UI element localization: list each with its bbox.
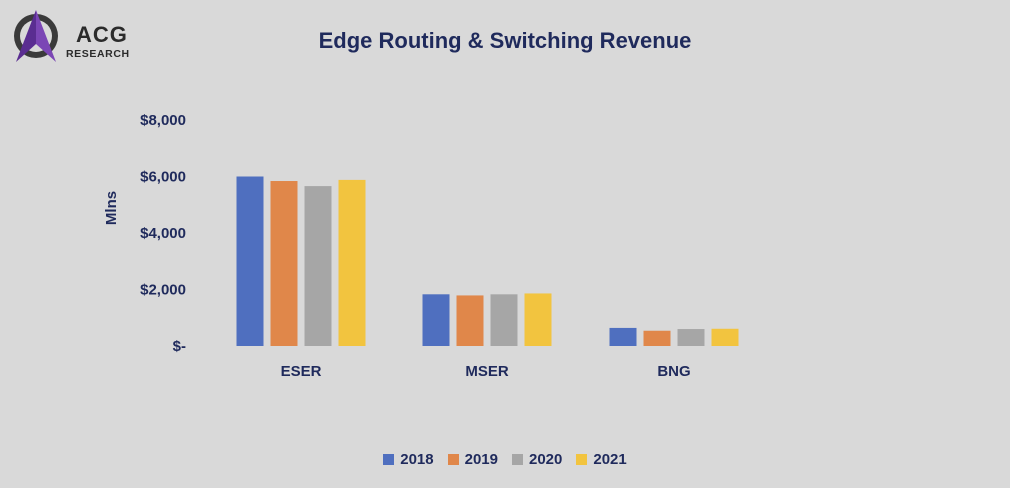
bar-mser-2018 (422, 294, 450, 346)
y-tick-label: $8,000 (140, 112, 186, 129)
legend-label: 2020 (529, 451, 563, 468)
bar-bng-2020 (677, 329, 705, 346)
x-category-label: ESER (281, 363, 322, 380)
logo-mark-icon (14, 10, 58, 62)
y-axis-ticks: $- $2,000 $4,000 $6,000 $8,000 (140, 112, 186, 355)
bar-bng-2021 (711, 328, 739, 346)
logo-text-main: ACG (76, 22, 128, 47)
bar-eser-2021 (338, 179, 366, 346)
x-category-label: BNG (657, 363, 690, 380)
legend-swatch (447, 454, 459, 465)
legend-label: 2018 (400, 451, 434, 468)
y-axis-title: Mlns (103, 191, 120, 225)
bars-group (236, 176, 739, 346)
y-tick-label: $4,000 (140, 225, 186, 242)
bar-eser-2019 (270, 181, 298, 346)
legend-swatch (576, 454, 588, 465)
y-tick-label: $2,000 (140, 282, 186, 299)
y-tick-label: $6,000 (140, 169, 186, 186)
legend-swatch (512, 454, 523, 465)
legend-item-2021: 2021 (576, 451, 627, 468)
legend-label: 2019 (464, 451, 498, 468)
logo-text-sub: RESEARCH (66, 48, 130, 60)
y-tick-label: $- (173, 338, 186, 355)
bar-mser-2020 (490, 294, 518, 346)
legend-swatch (383, 454, 395, 465)
bar-eser-2020 (304, 186, 332, 346)
bar-bng-2018 (609, 327, 637, 346)
legend-item-2019: 2019 (447, 451, 498, 468)
acg-research-logo: ACG RESEARCH (10, 8, 135, 64)
x-category-label: MSER (465, 363, 509, 380)
bar-eser-2018 (236, 176, 264, 346)
legend-label: 2021 (593, 451, 627, 468)
legend-item-2020: 2020 (512, 451, 562, 468)
legend: 2018 2019 2020 2021 (0, 451, 1010, 468)
bar-mser-2021 (524, 293, 552, 346)
x-axis-categories: ESER MSER BNG (281, 363, 691, 380)
bar-chart: $- $2,000 $4,000 $6,000 $8,000 ESER MSER BNG M… (103, 112, 739, 380)
legend-item-2018: 2018 (383, 451, 434, 468)
chart-title: Edge Routing & Switching Revenue (318, 28, 692, 53)
bar-mser-2019 (456, 295, 484, 346)
bar-bng-2019 (643, 330, 671, 346)
